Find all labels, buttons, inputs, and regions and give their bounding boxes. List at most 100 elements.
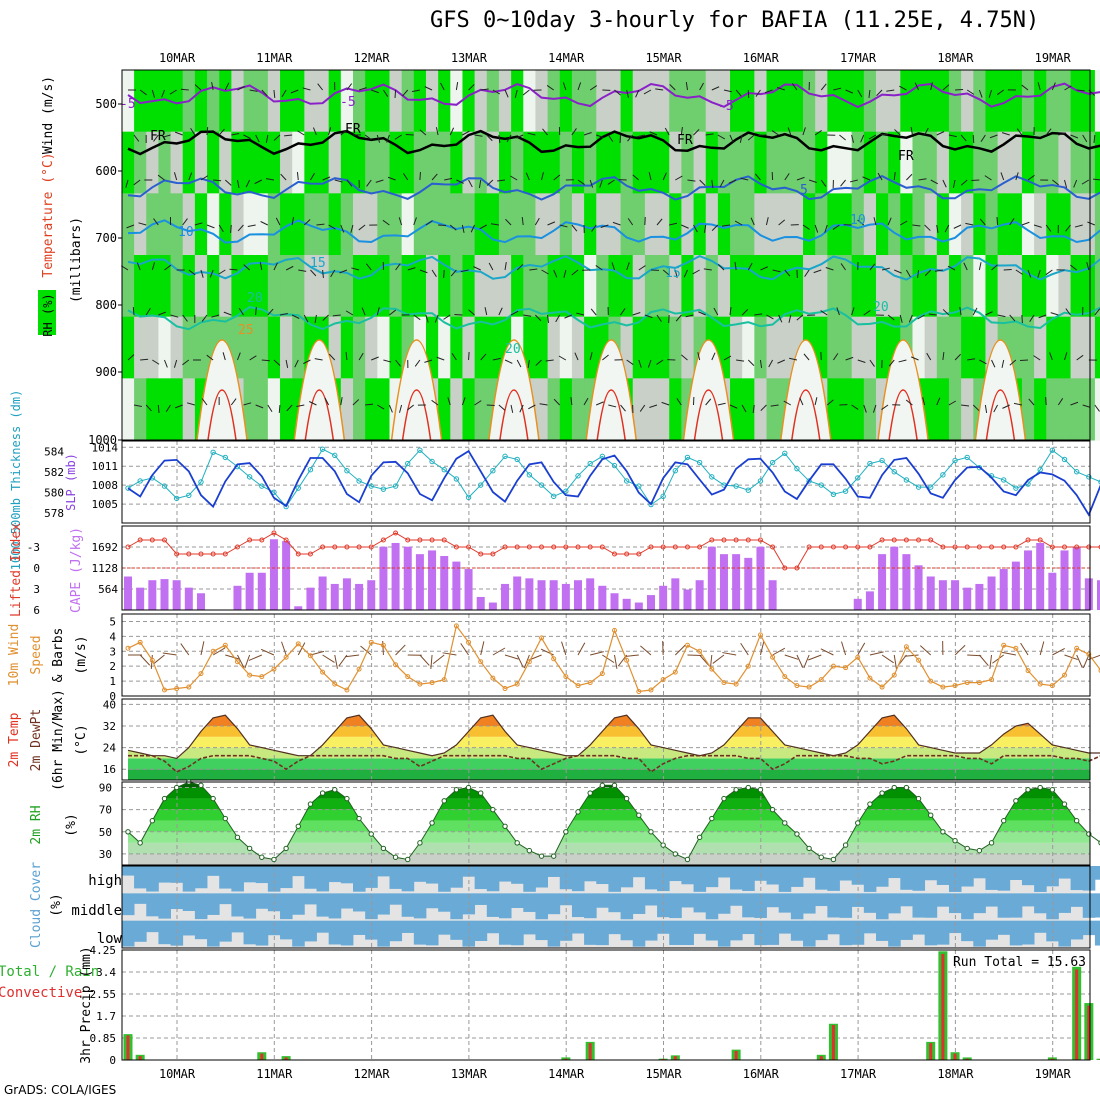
cloud-bar bbox=[414, 866, 427, 882]
rh-point bbox=[454, 788, 458, 792]
date-label-bottom: 12MAR bbox=[354, 1067, 391, 1081]
wind-barb-10m bbox=[505, 655, 518, 659]
cloud-bar bbox=[329, 866, 342, 882]
rh-shade-cell bbox=[1071, 193, 1084, 255]
wind-barb-10m bbox=[841, 642, 845, 655]
rh-shade-cell bbox=[438, 317, 451, 379]
rh-shade-cell bbox=[937, 378, 950, 440]
rh-shade-cell bbox=[852, 70, 865, 132]
rh-shade-cell bbox=[146, 317, 159, 379]
rh-shade-cell bbox=[548, 255, 561, 317]
rh-shade-cell bbox=[621, 255, 634, 317]
wind-barb bbox=[469, 352, 470, 360]
rh-shade-cell bbox=[207, 132, 220, 194]
date-label-top: 13MAR bbox=[451, 51, 488, 65]
slp-tick: 1005 bbox=[92, 498, 119, 511]
rh-shade-cell bbox=[657, 193, 670, 255]
rh-shade-cell bbox=[329, 193, 342, 255]
cloud-bar bbox=[329, 921, 342, 945]
cloud-bar bbox=[414, 893, 427, 918]
rh-shade-cell bbox=[535, 193, 548, 255]
temperature-axis-label: Temperature (°C) bbox=[41, 152, 56, 277]
cape-bar bbox=[854, 599, 862, 610]
rh-shade-cell bbox=[219, 193, 232, 255]
cloud-bar bbox=[499, 866, 512, 882]
rh-shade-cell bbox=[158, 193, 171, 255]
wind-barb-10m bbox=[905, 655, 919, 656]
contour-label: FR bbox=[345, 122, 361, 137]
cloud-bar bbox=[377, 921, 390, 947]
rh-shade-cell bbox=[1071, 255, 1084, 317]
rh-shade-cell bbox=[1058, 193, 1071, 255]
rh-point bbox=[795, 832, 799, 836]
rh-shade-cell bbox=[353, 193, 366, 255]
thickness-tick: 580 bbox=[44, 486, 64, 499]
rh-shade-cell bbox=[633, 193, 646, 255]
rh-shade-cell bbox=[487, 70, 500, 132]
rh-shade-cell bbox=[280, 317, 293, 379]
wind-barb-10m bbox=[461, 643, 469, 655]
cloud-bar bbox=[572, 866, 585, 891]
cloud-bar bbox=[256, 893, 269, 908]
cloud-bar bbox=[244, 866, 257, 882]
cloud-bar bbox=[219, 921, 232, 942]
rh-shade-cell bbox=[1071, 317, 1084, 379]
cloud-bar bbox=[791, 893, 804, 919]
cloud-bar bbox=[961, 893, 974, 919]
cloud-bar bbox=[280, 921, 293, 940]
cloud-bar bbox=[195, 866, 208, 888]
rh-shade-cell bbox=[535, 70, 548, 132]
rh-shade-cell bbox=[985, 255, 998, 317]
rh-shade-cell bbox=[511, 193, 524, 255]
wind-barb-10m bbox=[625, 655, 639, 656]
cloud-bar bbox=[681, 893, 694, 907]
rh-shade-cell bbox=[1034, 193, 1047, 255]
date-label-bottom: 19MAR bbox=[1035, 1067, 1072, 1081]
date-label-top: 10MAR bbox=[159, 51, 196, 65]
precip-convective-bar bbox=[127, 1035, 130, 1060]
cape-bar bbox=[379, 547, 387, 610]
rh2m-axis-label-2: (%) bbox=[64, 813, 79, 836]
date-label-bottom: 13MAR bbox=[451, 1067, 488, 1081]
cape-bar bbox=[769, 580, 777, 610]
rh-shade-cell bbox=[572, 317, 585, 379]
rh-shade-cell bbox=[450, 193, 463, 255]
cloud-bar bbox=[499, 921, 512, 945]
lifted-index-axis-label: Lifted Index bbox=[9, 523, 24, 617]
rh-shade-cell bbox=[195, 255, 208, 317]
cloud-bar bbox=[353, 921, 366, 935]
cloud-bar bbox=[718, 893, 731, 913]
cloud-bar bbox=[706, 866, 719, 887]
temp-band bbox=[122, 769, 1090, 780]
cape-bar bbox=[428, 550, 436, 610]
cloud-bar bbox=[621, 866, 634, 887]
rh-shade-cell bbox=[511, 255, 524, 317]
cloud-bar bbox=[925, 921, 938, 946]
rh-shade-cell bbox=[256, 317, 269, 379]
wind-barb-10m bbox=[955, 645, 965, 655]
rh-shade-cell bbox=[268, 132, 281, 194]
cape-tick: 564 bbox=[98, 583, 118, 596]
rh-shade-cell bbox=[341, 255, 354, 317]
cloud-bar bbox=[450, 921, 463, 940]
cloud-bar bbox=[730, 921, 743, 941]
rh-shade-cell bbox=[462, 193, 475, 255]
run-total: Run Total = 15.63 bbox=[953, 955, 1086, 970]
cloud-bar bbox=[998, 921, 1011, 935]
cape-bar bbox=[343, 578, 351, 610]
cloud-bar bbox=[231, 893, 244, 916]
rh-shade-cell bbox=[1095, 317, 1100, 379]
cloud-bar bbox=[244, 893, 257, 918]
cloud-bar bbox=[1071, 921, 1084, 940]
cloud-bar bbox=[231, 921, 244, 933]
precip-axis-label-2: Convective bbox=[0, 985, 82, 1001]
temp-tick: 16 bbox=[103, 763, 116, 776]
rh-shade-cell bbox=[767, 193, 780, 255]
rh-shade-cell bbox=[353, 378, 366, 440]
cloud-bar bbox=[377, 893, 390, 914]
rh-point bbox=[357, 816, 361, 820]
rh-shade-cell bbox=[827, 317, 840, 379]
cloud-bar bbox=[925, 893, 938, 917]
rh-point bbox=[393, 855, 397, 859]
rh-point bbox=[211, 796, 215, 800]
